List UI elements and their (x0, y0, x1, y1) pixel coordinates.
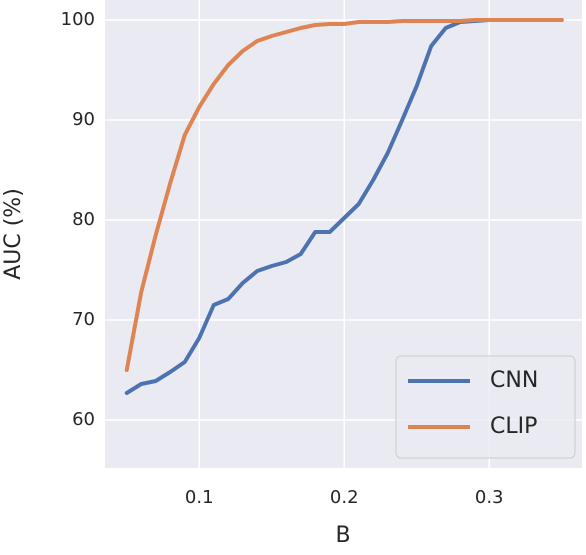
x-tick-label: 0.3 (475, 487, 504, 508)
y-tick-label: 60 (72, 409, 95, 430)
x-tick-label: 0.2 (330, 487, 359, 508)
legend-label: CNN (490, 368, 538, 393)
y-tick-label: 90 (72, 109, 95, 130)
x-tick-label: 0.1 (185, 487, 214, 508)
x-axis-label: B (335, 523, 350, 548)
y-axis-label: AUC (%) (1, 188, 26, 280)
legend-label: CLIP (490, 414, 537, 439)
y-tick-label: 80 (72, 209, 95, 230)
legend-box (395, 355, 576, 459)
series-line (124, 18, 564, 372)
y-tick-label: 70 (72, 309, 95, 330)
y-tick-label: 100 (61, 9, 95, 30)
